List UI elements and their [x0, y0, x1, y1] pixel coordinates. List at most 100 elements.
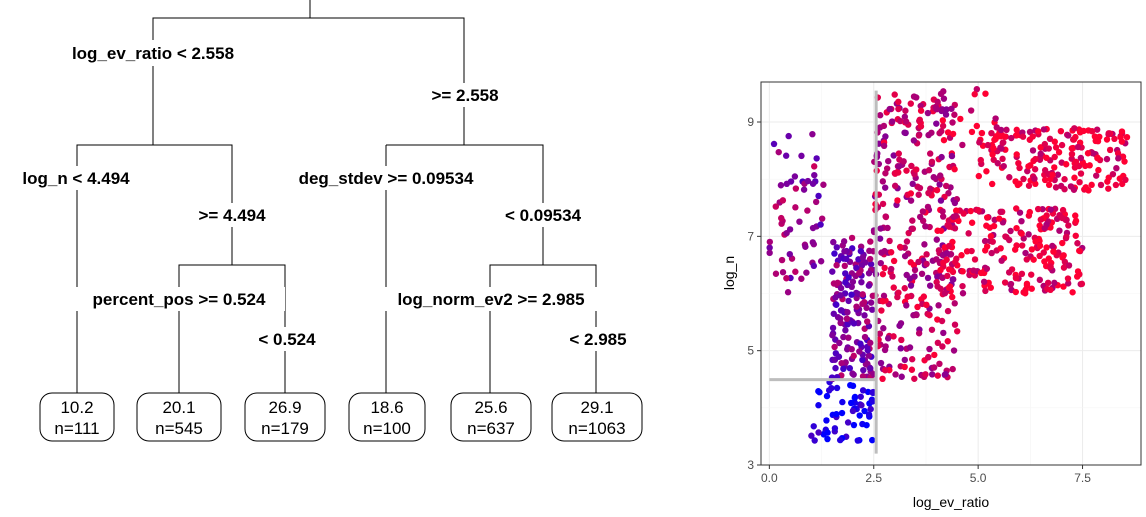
y-tick-label: 5 — [747, 344, 754, 358]
data-point — [1088, 128, 1096, 135]
data-point — [944, 129, 952, 136]
data-point — [1054, 171, 1062, 178]
data-point — [843, 255, 850, 263]
data-point — [992, 135, 999, 143]
data-point — [949, 365, 956, 373]
data-point — [857, 340, 864, 347]
data-point — [902, 107, 909, 114]
data-point — [967, 107, 975, 114]
data-point — [770, 140, 778, 148]
data-point — [1074, 273, 1081, 280]
data-point — [1041, 258, 1048, 265]
data-point — [880, 325, 887, 332]
data-point — [830, 238, 837, 246]
data-point — [934, 372, 941, 379]
scatter-plot: 0.0 2.5 5.0 7.5 3 5 7 9 log_ev_ratio log_n — [721, 81, 1142, 510]
data-point — [809, 180, 817, 187]
data-point — [876, 330, 884, 337]
data-point — [856, 348, 863, 355]
data-point — [884, 335, 892, 342]
data-point — [1047, 206, 1055, 213]
data-point — [833, 301, 840, 308]
data-point — [1028, 285, 1035, 292]
data-point — [999, 139, 1006, 147]
data-point — [858, 278, 865, 286]
data-point — [882, 213, 889, 220]
data-point — [882, 367, 889, 374]
data-point — [923, 251, 930, 258]
leaf-node: 25.6 n=637 — [450, 392, 532, 442]
data-point — [1078, 280, 1086, 288]
data-point — [958, 252, 965, 259]
tree-split-labels: log_ev_ratio < 2.558 >= 2.558 log_n < 4.… — [10, 40, 635, 351]
data-point — [1105, 185, 1112, 192]
leaf-count: n=637 — [467, 419, 515, 438]
x-axis-ticks: 0.0 2.5 5.0 7.5 — [761, 465, 1091, 485]
leaf-value: 20.1 — [162, 398, 195, 417]
data-point — [933, 105, 940, 113]
data-point — [766, 238, 774, 246]
data-point — [859, 291, 866, 298]
data-point — [1093, 172, 1100, 179]
data-point — [930, 364, 938, 371]
data-point — [1022, 249, 1029, 257]
data-point — [1012, 288, 1020, 296]
data-point — [876, 235, 884, 242]
data-point — [1031, 166, 1039, 173]
tree-leaves: 10.2 n=111 20.1 n=545 26.9 n=179 18.6 n=… — [39, 392, 643, 442]
data-point — [1019, 133, 1027, 140]
data-point — [903, 302, 910, 309]
data-point — [934, 227, 941, 234]
data-point — [1012, 132, 1020, 139]
tree-edge-root-split — [152, 17, 465, 145]
data-point — [988, 180, 996, 188]
data-point — [831, 250, 838, 257]
data-point — [840, 238, 848, 245]
data-point — [943, 106, 950, 113]
data-point — [995, 215, 1003, 222]
y-tick-label: 7 — [747, 229, 754, 243]
data-point — [853, 303, 860, 310]
data-point — [864, 318, 871, 325]
data-point — [950, 347, 958, 354]
data-point — [847, 399, 855, 407]
data-point — [1001, 133, 1009, 140]
data-point — [837, 284, 845, 292]
data-point — [854, 437, 861, 444]
y-axis-ticks: 3 5 7 9 — [747, 115, 761, 472]
data-point — [897, 345, 904, 352]
data-point — [983, 168, 990, 175]
data-point — [997, 245, 1004, 252]
data-point — [887, 249, 895, 256]
data-point — [833, 384, 841, 392]
data-point — [869, 436, 876, 444]
data-point — [1111, 135, 1118, 143]
data-point — [877, 225, 884, 232]
data-point — [802, 243, 809, 250]
data-point — [1061, 176, 1068, 183]
data-point — [908, 162, 915, 170]
data-point — [1051, 153, 1058, 161]
data-point — [916, 213, 924, 221]
data-point — [1032, 155, 1039, 163]
data-point — [1034, 128, 1042, 135]
x-tick-label: 5.0 — [970, 471, 987, 485]
data-point — [1069, 289, 1076, 296]
data-point — [867, 365, 874, 372]
data-point — [1067, 183, 1075, 190]
data-point — [928, 158, 936, 165]
data-point — [935, 302, 942, 309]
data-point — [1036, 252, 1043, 260]
data-point — [867, 299, 875, 306]
data-point — [890, 257, 898, 265]
data-point — [970, 267, 977, 274]
leaf-node: 18.6 n=100 — [348, 392, 426, 442]
data-point — [1065, 280, 1072, 287]
data-point — [824, 435, 831, 443]
data-point — [978, 129, 986, 137]
data-point — [1031, 175, 1038, 182]
data-point — [861, 333, 869, 341]
data-point — [998, 257, 1005, 264]
data-point — [1085, 187, 1092, 194]
data-point — [1061, 186, 1068, 193]
